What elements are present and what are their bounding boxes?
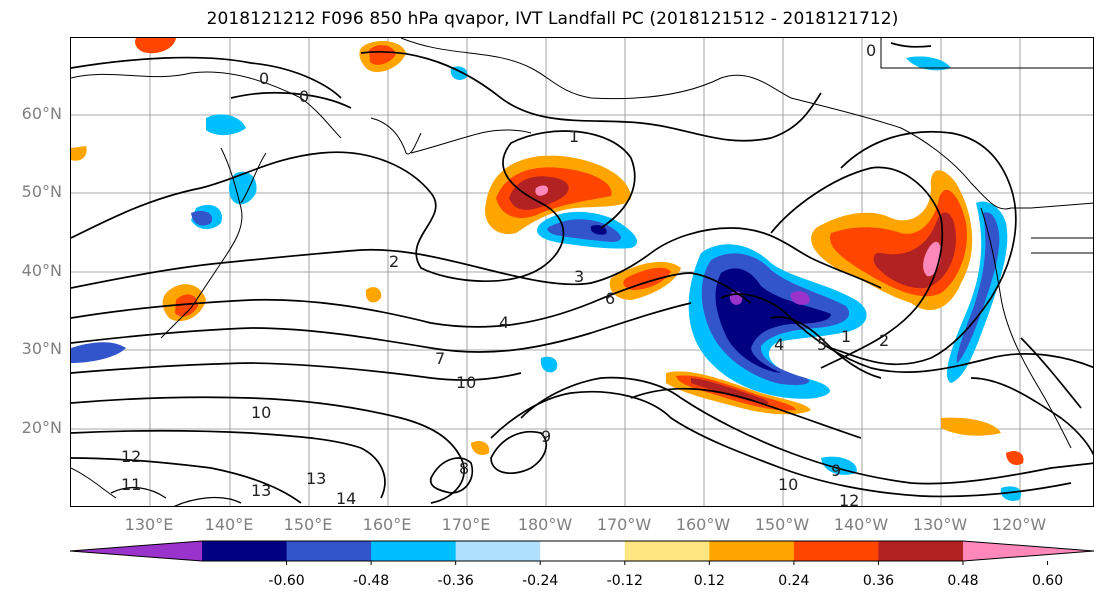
contour-label: 9: [831, 461, 841, 480]
contour-label: 11: [121, 475, 141, 494]
colorbar-tick-label: -0.24: [522, 573, 559, 589]
lon-label-120w: 120°W: [991, 515, 1047, 534]
contour-label: 4: [774, 335, 784, 354]
colorbar-tick-label: 0.60: [1031, 573, 1064, 589]
lat-label-40n: 40°N: [21, 261, 62, 280]
contour-label: 1: [569, 127, 579, 146]
lon-label-150w: 150°W: [754, 515, 810, 534]
qvapor-negative-fields: [71, 56, 1022, 501]
lat-label-50n: 50°N: [21, 182, 62, 201]
contour-label: 14: [336, 489, 356, 507]
map-canvas: 0 0 0 1 1 2 2 3 4 4 5 6 7 8 9 9 10 10 10…: [71, 38, 1093, 507]
contour-label: 6: [605, 289, 615, 308]
colorbar: [69, 540, 1095, 565]
contour-label: 1: [841, 327, 851, 346]
lat-label-30n: 30°N: [21, 339, 62, 358]
contour-label: 4: [499, 313, 509, 332]
contour-label: 0: [866, 41, 876, 60]
lat-label-60n: 60°N: [21, 104, 62, 123]
contour-label: 5: [817, 335, 827, 354]
colorbar-tick-label: 0.24: [778, 573, 810, 589]
contour-label: 8: [459, 459, 469, 478]
colorbar-tick-label: -0.60: [268, 573, 305, 589]
contour-label: 13: [306, 469, 326, 488]
contour-label: 12: [121, 447, 141, 466]
colorbar-extend-right: [963, 541, 1094, 561]
contour-label: 9: [541, 427, 551, 446]
contour-label: 0: [259, 69, 269, 88]
colorbar-extend-left: [70, 541, 202, 561]
colorbar-segment: [455, 541, 541, 561]
lon-label-180w: 180°W: [517, 515, 573, 534]
lon-label-150e: 150°E: [283, 515, 333, 534]
contour-label: 12: [839, 491, 859, 507]
map-panel: 0 0 0 1 1 2 2 3 4 4 5 6 7 8 9 9 10 10 10…: [70, 37, 1094, 507]
coastlines: [71, 38, 1093, 499]
colorbar-segment: [202, 541, 288, 561]
contour-label: 7: [435, 349, 445, 368]
colorbar-outline: [69, 540, 1095, 562]
colorbar-tick-label: -0.12: [606, 573, 643, 589]
lon-label-130e: 130°E: [124, 515, 174, 534]
lon-label-140w: 140°W: [833, 515, 889, 534]
colorbar-segment: [709, 541, 795, 561]
colorbar-segment: [878, 541, 964, 561]
colorbar-segment: [793, 541, 879, 561]
contour-label: 10: [251, 403, 271, 422]
contour-label: 2: [389, 252, 399, 271]
contour-label: 10: [456, 373, 476, 392]
colorbar-segment: [624, 541, 710, 561]
lon-label-130w: 130°W: [912, 515, 968, 534]
colorbar-tick-label: 0.48: [947, 573, 979, 589]
ivt-contours: [71, 42, 1093, 506]
contour-label: 13: [251, 481, 271, 500]
lat-label-20n: 20°N: [21, 418, 62, 437]
contour-label: 3: [574, 267, 584, 286]
lon-label-160w: 160°W: [675, 515, 731, 534]
colorbar-tick-label: -0.36: [437, 573, 474, 589]
colorbar-segment: [371, 541, 457, 561]
qvapor-positive-fields: [71, 38, 1024, 465]
contour-label-group: 0 0 0 1 1 2 2 3 4 4 5 6 7 8 9 9 10 10 10…: [121, 41, 889, 507]
lon-label-160e: 160°E: [362, 515, 412, 534]
lon-label-140e: 140°E: [204, 515, 254, 534]
colorbar-tick-label: -0.48: [352, 573, 390, 589]
colorbar-tick-label: 0.12: [693, 573, 725, 589]
contour-label: 10: [778, 475, 798, 494]
contour-label: 2: [879, 331, 889, 350]
colorbar-segment: [286, 541, 372, 561]
map-title: 2018121212 F096 850 hPa qvapor, IVT Land…: [206, 9, 899, 29]
lon-label-170w: 170°W: [596, 515, 652, 534]
lon-label-170e: 170°E: [441, 515, 491, 534]
colorbar-tick-label: 0.36: [862, 573, 895, 589]
contour-label: 0: [299, 87, 309, 106]
colorbar-segment: [540, 541, 626, 561]
